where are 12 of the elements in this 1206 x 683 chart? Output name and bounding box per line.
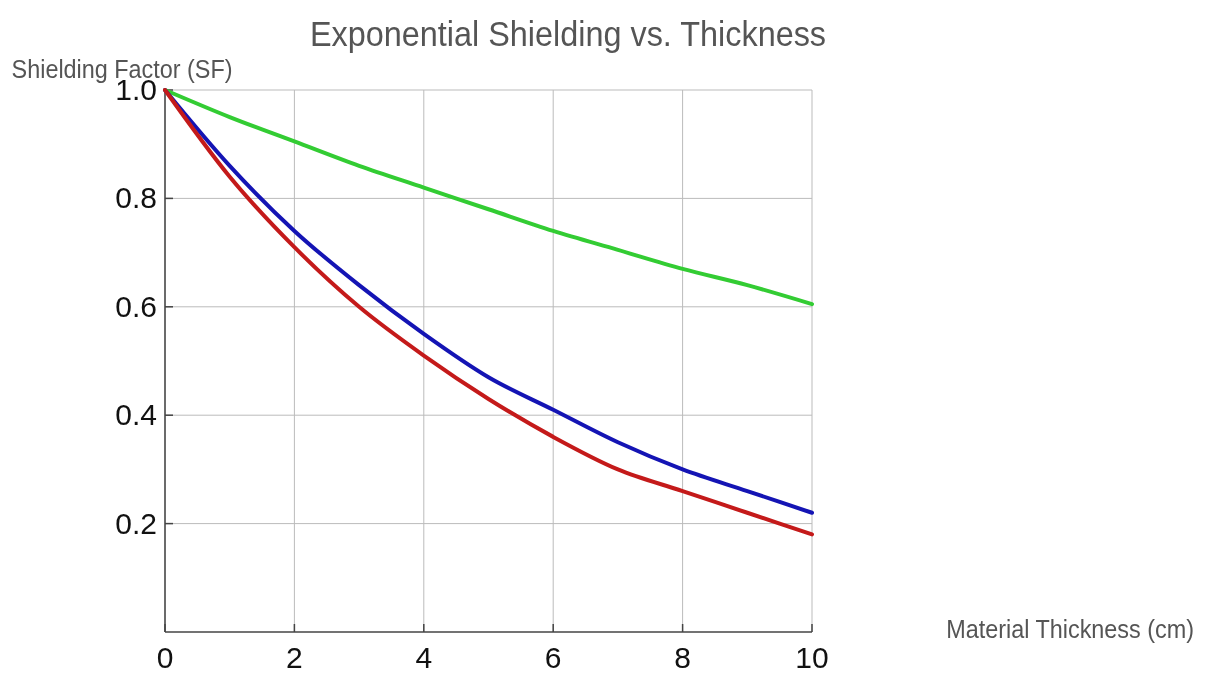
y-tick-label: 0.8 [115,181,157,215]
x-tick-label: 2 [286,641,303,674]
x-axis-title: Material Thickness (cm) [946,614,1194,644]
y-tick-label: 0.6 [115,289,157,323]
x-tick-label: 10 [795,641,829,674]
x-tick-label: 0 [156,641,174,674]
chart-title: Exponential Shielding vs. Thickness [309,13,827,54]
y-tick-label: 0.2 [115,506,157,540]
y-tick-label: 0.4 [115,398,157,432]
x-tick-label: 8 [674,641,691,674]
x-tick-label: 4 [415,641,433,674]
x-tick-label: 6 [544,641,562,674]
